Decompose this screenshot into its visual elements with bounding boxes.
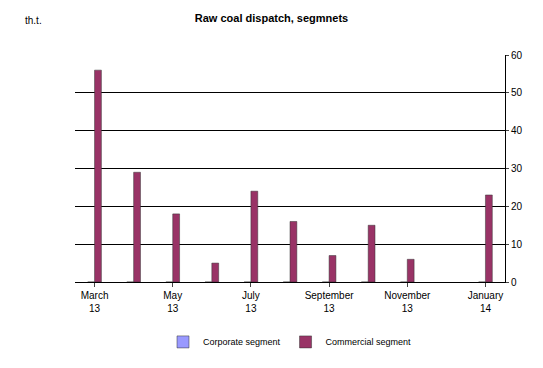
- svg-text:20: 20: [511, 201, 523, 212]
- svg-text:Corporate segment: Corporate segment: [203, 337, 281, 347]
- svg-text:November13: November13: [384, 290, 431, 314]
- svg-text:50: 50: [511, 87, 523, 98]
- svg-text:May13: May13: [163, 290, 182, 314]
- svg-text:10: 10: [511, 239, 523, 250]
- svg-text:September13: September13: [305, 290, 355, 314]
- svg-text:Commercial segment: Commercial segment: [326, 337, 412, 347]
- svg-text:July13: July13: [242, 290, 260, 314]
- svg-text:60: 60: [511, 50, 523, 61]
- svg-text:January14: January14: [468, 290, 504, 314]
- svg-text:Raw coal dispatch, segmnets: Raw coal dispatch, segmnets: [195, 12, 348, 24]
- svg-text:30: 30: [511, 163, 523, 174]
- svg-text:0: 0: [511, 277, 517, 288]
- svg-text:40: 40: [511, 125, 523, 136]
- svg-text:th.t.: th.t.: [25, 15, 42, 26]
- svg-text:March13: March13: [81, 290, 109, 314]
